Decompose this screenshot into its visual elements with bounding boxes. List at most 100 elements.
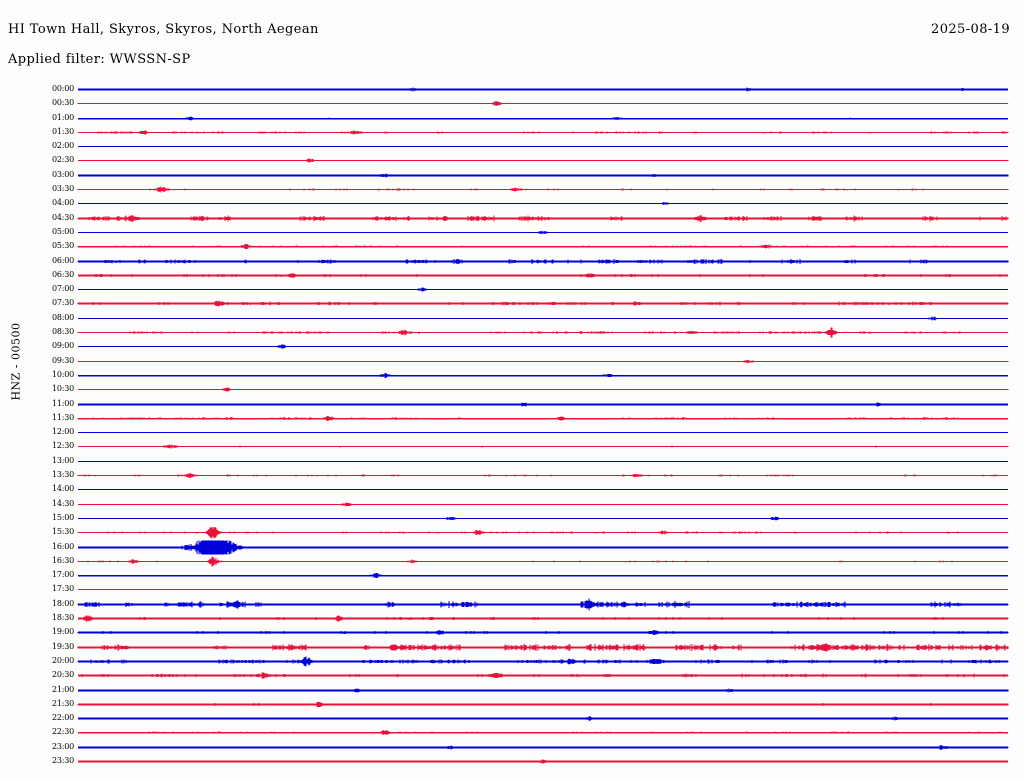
trace-row: 23:30 bbox=[0, 756, 1024, 775]
trace-row: 11:30 bbox=[0, 413, 1024, 432]
seismic-trace bbox=[77, 711, 1009, 726]
trace-row: 08:30 bbox=[0, 327, 1024, 346]
trace-time-label: 14:00 bbox=[51, 484, 74, 494]
trace-row: 23:00 bbox=[0, 742, 1024, 761]
trace-row: 22:00 bbox=[0, 713, 1024, 732]
trace-time-label: 16:30 bbox=[51, 555, 74, 565]
seismic-trace bbox=[77, 211, 1009, 226]
trace-time-label: 02:30 bbox=[51, 155, 74, 165]
trace-row: 02:00 bbox=[0, 141, 1024, 160]
trace-time-label: 17:30 bbox=[51, 584, 74, 594]
trace-row: 07:00 bbox=[0, 284, 1024, 303]
seismic-trace bbox=[77, 525, 1009, 540]
seismic-trace bbox=[77, 439, 1009, 454]
trace-time-label: 23:30 bbox=[51, 756, 74, 765]
seismic-trace bbox=[77, 125, 1009, 140]
trace-time-label: 05:00 bbox=[51, 226, 74, 236]
helicorder-plot: 00:00 00:30 01:00 01:30 02:00 02:30 03:00 03:30… bbox=[0, 78, 1024, 778]
trace-row: 08:00 bbox=[0, 313, 1024, 332]
trace-time-label: 17:00 bbox=[51, 570, 74, 580]
seismic-trace bbox=[77, 468, 1009, 483]
trace-row: 01:00 bbox=[0, 113, 1024, 132]
seismic-trace bbox=[77, 568, 1009, 583]
seismic-trace bbox=[77, 625, 1009, 640]
trace-row: 15:30 bbox=[0, 526, 1024, 546]
trace-row: 16:00 bbox=[0, 540, 1024, 561]
trace-row: 09:30 bbox=[0, 356, 1024, 375]
page-title: HI Town Hall, Skyros, Skyros, North Aege… bbox=[8, 22, 319, 37]
trace-row: 19:30 bbox=[0, 642, 1024, 661]
trace-time-label: 08:30 bbox=[51, 327, 74, 337]
trace-time-label: 05:30 bbox=[51, 241, 74, 251]
trace-time-label: 00:30 bbox=[51, 98, 74, 108]
seismic-trace bbox=[77, 168, 1009, 183]
trace-time-label: 22:00 bbox=[51, 713, 74, 723]
trace-row: 18:00 bbox=[0, 598, 1024, 618]
trace-row: 14:00 bbox=[0, 484, 1024, 503]
seismic-trace bbox=[77, 740, 1009, 755]
seismic-trace bbox=[77, 582, 1009, 597]
trace-time-label: 15:00 bbox=[51, 512, 74, 522]
trace-time-label: 20:00 bbox=[51, 655, 74, 665]
trace-row: 12:30 bbox=[0, 441, 1024, 460]
trace-row: 01:30 bbox=[0, 127, 1024, 146]
trace-time-label: 06:00 bbox=[51, 255, 74, 265]
trace-time-label: 13:00 bbox=[51, 455, 74, 465]
trace-time-label: 01:00 bbox=[51, 112, 74, 122]
trace-row: 20:00 bbox=[0, 656, 1024, 675]
seismic-trace bbox=[77, 640, 1009, 655]
trace-time-label: 02:00 bbox=[51, 141, 74, 151]
trace-time-label: 19:00 bbox=[51, 627, 74, 637]
seismic-trace bbox=[77, 325, 1009, 340]
trace-row: 10:30 bbox=[0, 384, 1024, 403]
trace-time-label: 13:30 bbox=[51, 470, 74, 480]
seismic-trace bbox=[77, 282, 1009, 297]
trace-time-label: 06:30 bbox=[51, 269, 74, 279]
record-date: 2025-08-19 bbox=[931, 22, 1010, 37]
trace-time-label: 19:30 bbox=[51, 641, 74, 651]
seismic-trace bbox=[77, 339, 1009, 354]
seismic-trace bbox=[77, 668, 1009, 683]
trace-time-label: 07:00 bbox=[51, 284, 74, 294]
trace-row: 05:00 bbox=[0, 227, 1024, 246]
trace-row: 18:30 bbox=[0, 613, 1024, 632]
seismic-trace bbox=[77, 153, 1009, 168]
trace-row: 05:30 bbox=[0, 241, 1024, 260]
seismic-trace bbox=[77, 654, 1009, 669]
trace-row: 12:00 bbox=[0, 427, 1024, 446]
seismic-trace bbox=[77, 497, 1009, 512]
trace-time-label: 23:00 bbox=[51, 741, 74, 751]
seismic-trace bbox=[77, 697, 1009, 712]
seismic-trace bbox=[77, 111, 1009, 126]
seismic-trace bbox=[77, 182, 1009, 197]
seismic-trace bbox=[77, 397, 1009, 412]
applied-filter-label: Applied filter: WWSSN-SP bbox=[8, 52, 191, 67]
seismic-trace bbox=[77, 96, 1009, 111]
trace-row: 21:00 bbox=[0, 685, 1024, 704]
seismic-trace bbox=[77, 382, 1009, 397]
trace-time-label: 04:30 bbox=[51, 212, 74, 222]
trace-row: 07:30 bbox=[0, 298, 1024, 317]
trace-time-label: 09:00 bbox=[51, 341, 74, 351]
trace-time-label: 21:30 bbox=[51, 698, 74, 708]
seismic-trace bbox=[77, 754, 1009, 769]
trace-time-label: 03:00 bbox=[51, 169, 74, 179]
seismic-trace bbox=[77, 82, 1009, 97]
trace-row: 22:30 bbox=[0, 727, 1024, 746]
trace-row: 13:00 bbox=[0, 456, 1024, 475]
trace-time-label: 03:30 bbox=[51, 184, 74, 194]
trace-time-label: 14:30 bbox=[51, 498, 74, 508]
trace-row: 02:30 bbox=[0, 155, 1024, 174]
seismic-trace bbox=[77, 411, 1009, 426]
trace-time-label: 11:30 bbox=[51, 412, 74, 422]
trace-row: 15:00 bbox=[0, 513, 1024, 532]
trace-time-label: 10:30 bbox=[51, 384, 74, 394]
seismic-trace bbox=[77, 254, 1009, 269]
trace-row: 03:30 bbox=[0, 184, 1024, 203]
seismic-trace bbox=[77, 296, 1009, 311]
trace-row: 13:30 bbox=[0, 470, 1024, 489]
trace-time-label: 21:00 bbox=[51, 684, 74, 694]
seismic-trace bbox=[77, 354, 1009, 369]
seismic-trace bbox=[77, 225, 1009, 240]
